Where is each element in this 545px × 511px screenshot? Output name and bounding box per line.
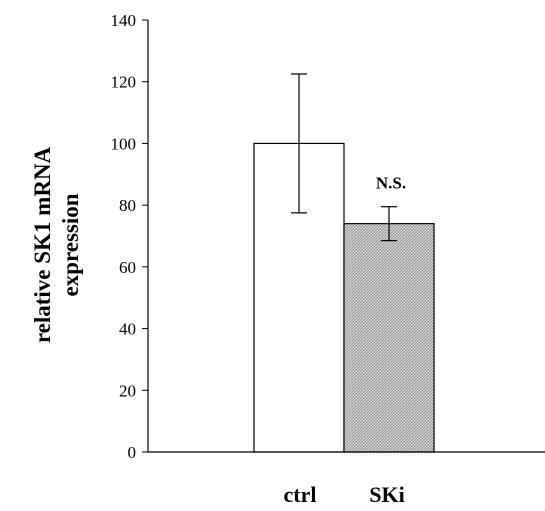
y-tick-label: 140: [111, 11, 137, 30]
y-tick-label: 120: [111, 73, 137, 92]
y-tick-label: 20: [119, 381, 136, 400]
error-bar-ski: [381, 206, 397, 242]
y-tick-label: 0: [128, 443, 137, 462]
error-bars: [291, 73, 397, 242]
y-axis-title-line-1: relative SK1 mRNA: [30, 146, 55, 343]
y-tick-label: 40: [119, 320, 136, 339]
axes: [147, 20, 545, 453]
bar-ski: [343, 223, 435, 453]
y-axis-title-line-2: expression: [58, 193, 83, 296]
y-axis-title: relative SK1 mRNA expression: [30, 146, 83, 343]
y-ticks: 0 20 40 60 80 100 120 140: [111, 11, 148, 462]
significance-annotation: N.S.: [376, 174, 406, 193]
y-tick-label: 100: [111, 134, 137, 153]
y-tick-label: 80: [119, 196, 136, 215]
category-label-ski: SKi: [369, 482, 404, 507]
bars: [253, 142, 435, 453]
category-labels: ctrl SKi: [284, 482, 405, 507]
y-tick-label: 60: [119, 258, 136, 277]
error-bar-ctrl: [291, 73, 307, 214]
category-label-ctrl: ctrl: [284, 482, 317, 507]
